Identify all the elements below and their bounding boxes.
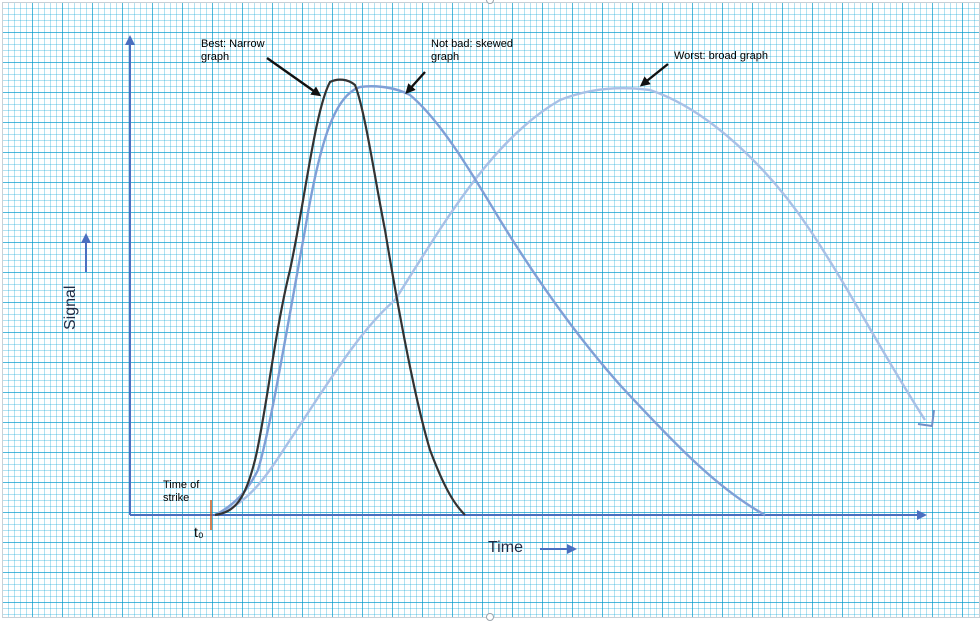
broad-curve — [214, 86, 927, 517]
narrow-curve — [214, 78, 466, 517]
x-axis-label: Time — [488, 539, 523, 556]
not-bad-pointer-arrow — [405, 71, 426, 94]
worst-pointer-arrow — [639, 63, 669, 87]
time-of-strike-label: Time of strike — [163, 479, 200, 504]
worst-label: Worst: broad graph — [674, 50, 768, 62]
not-bad-label: Not bad: skewed graph — [431, 38, 513, 63]
best-label: Best: Narrow graph — [201, 38, 265, 63]
y-axis-label: Signal — [62, 285, 79, 330]
skewed-curve — [214, 85, 766, 517]
best-pointer-arrow — [266, 57, 322, 97]
t0-label: t₀ — [194, 524, 204, 540]
broad-curve-end-hook — [917, 409, 935, 428]
